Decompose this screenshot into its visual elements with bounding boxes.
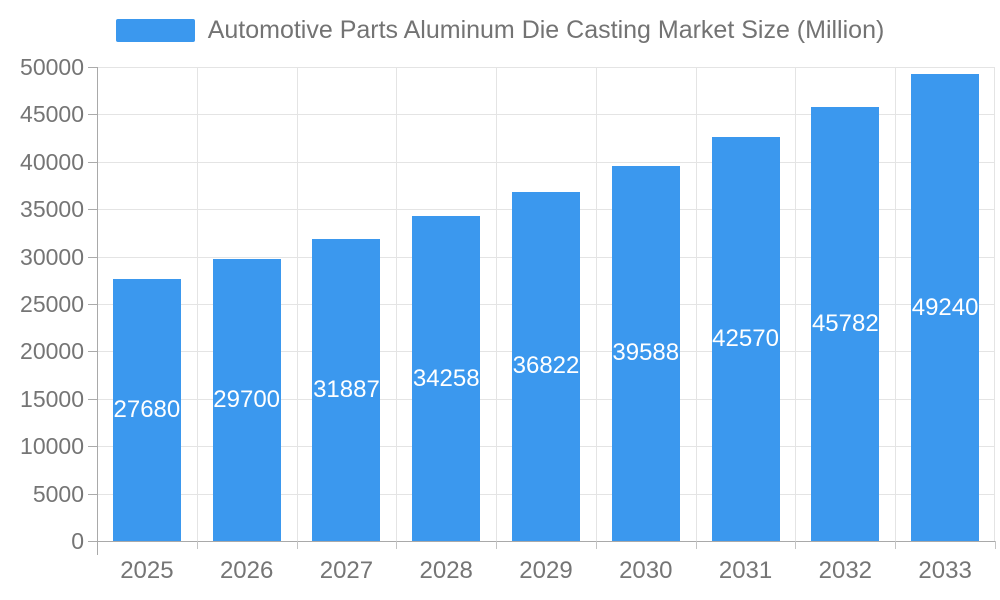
y-axis-tick — [88, 541, 97, 542]
bar-value-label: 27680 — [113, 395, 181, 423]
x-axis-label: 2026 — [219, 557, 274, 584]
x-axis-label: 2030 — [619, 557, 673, 584]
bar-value-label: 34258 — [412, 364, 480, 392]
y-axis-label: 35000 — [20, 196, 84, 223]
y-axis-tick — [88, 256, 97, 258]
y-axis-label: 10000 — [20, 433, 84, 460]
y-axis-label: 30000 — [20, 243, 84, 270]
y-axis-tick — [88, 304, 97, 305]
y-gridline — [97, 161, 995, 163]
bar-value-label: 45782 — [811, 310, 879, 337]
x-gridline — [196, 67, 198, 541]
y-axis-tick — [88, 161, 97, 163]
x-gridline — [994, 67, 995, 541]
y-axis-label: 0 — [71, 528, 84, 554]
plot-area: 27680 29700 31887 34258 36822 39588 42570 45782… — [97, 67, 995, 541]
bar-2031[interactable]: 42570 — [711, 137, 780, 541]
y-axis-tick — [88, 351, 97, 353]
x-axis-tick — [795, 541, 797, 549]
bar-2032[interactable]: 45782 — [811, 107, 880, 541]
bar-2026[interactable]: 29700 — [212, 259, 281, 541]
y-axis-tick — [88, 446, 97, 448]
x-axis-tick — [595, 541, 597, 549]
y-axis-label: 40000 — [20, 148, 84, 175]
bar-value-label: 36822 — [512, 352, 580, 380]
y-axis-label: 15000 — [20, 385, 84, 412]
x-axis-line — [97, 541, 995, 542]
x-axis-tick — [895, 541, 897, 549]
y-axis-label: 45000 — [20, 101, 84, 128]
bar-2029[interactable]: 36822 — [512, 191, 580, 541]
x-gridline — [296, 67, 298, 541]
x-axis-tick — [995, 541, 996, 549]
x-axis-tick — [496, 541, 498, 549]
y-axis-line — [97, 67, 98, 555]
x-gridline — [695, 67, 697, 541]
x-gridline — [795, 67, 797, 541]
x-gridline — [396, 67, 398, 541]
bar-value-label: 49240 — [911, 293, 979, 321]
x-gridline — [595, 67, 597, 541]
y-axis-label: 25000 — [20, 291, 84, 317]
y-axis-tick — [88, 209, 97, 211]
bar-2033[interactable]: 49240 — [911, 74, 980, 541]
x-axis-tick — [97, 541, 98, 549]
x-axis-tick — [396, 541, 398, 549]
bar-value-label: 39588 — [612, 339, 680, 367]
bar-value-label: 31887 — [313, 375, 380, 403]
bar-2028[interactable]: 34258 — [412, 216, 481, 541]
x-axis-label: 2028 — [419, 557, 473, 584]
y-axis-tick — [88, 398, 97, 400]
legend-color-swatch — [115, 18, 195, 42]
y-axis-label: 20000 — [20, 338, 84, 365]
legend-label: Automotive Parts Aluminum Die Casting Ma… — [207, 16, 885, 44]
x-axis-label: 2029 — [519, 557, 573, 584]
x-gridline — [895, 67, 897, 541]
bar-2030[interactable]: 39588 — [611, 165, 680, 541]
x-axis-label: 2027 — [319, 557, 374, 584]
y-gridline — [97, 114, 995, 116]
bar-value-label: 42570 — [712, 325, 779, 353]
x-gridline — [496, 67, 498, 541]
y-axis-label: 5000 — [32, 480, 84, 507]
y-axis-tick — [88, 67, 97, 68]
x-axis-tick — [296, 541, 298, 549]
x-axis-tick — [695, 541, 697, 549]
y-axis-tick — [88, 493, 97, 495]
x-axis-label: 2033 — [918, 557, 972, 584]
bar-2027[interactable]: 31887 — [312, 238, 381, 541]
x-axis-label: 2032 — [818, 557, 873, 584]
x-axis-tick — [196, 541, 198, 549]
legend[interactable]: Automotive Parts Aluminum Die Casting Ma… — [0, 16, 1000, 44]
bar-value-label: 29700 — [213, 386, 281, 414]
x-axis-label: 2025 — [120, 557, 174, 584]
y-gridline — [97, 67, 995, 68]
y-axis-tick — [88, 114, 97, 116]
bar-2025[interactable]: 27680 — [112, 278, 181, 541]
x-axis-label: 2031 — [718, 557, 773, 584]
y-axis-label: 50000 — [20, 54, 84, 80]
